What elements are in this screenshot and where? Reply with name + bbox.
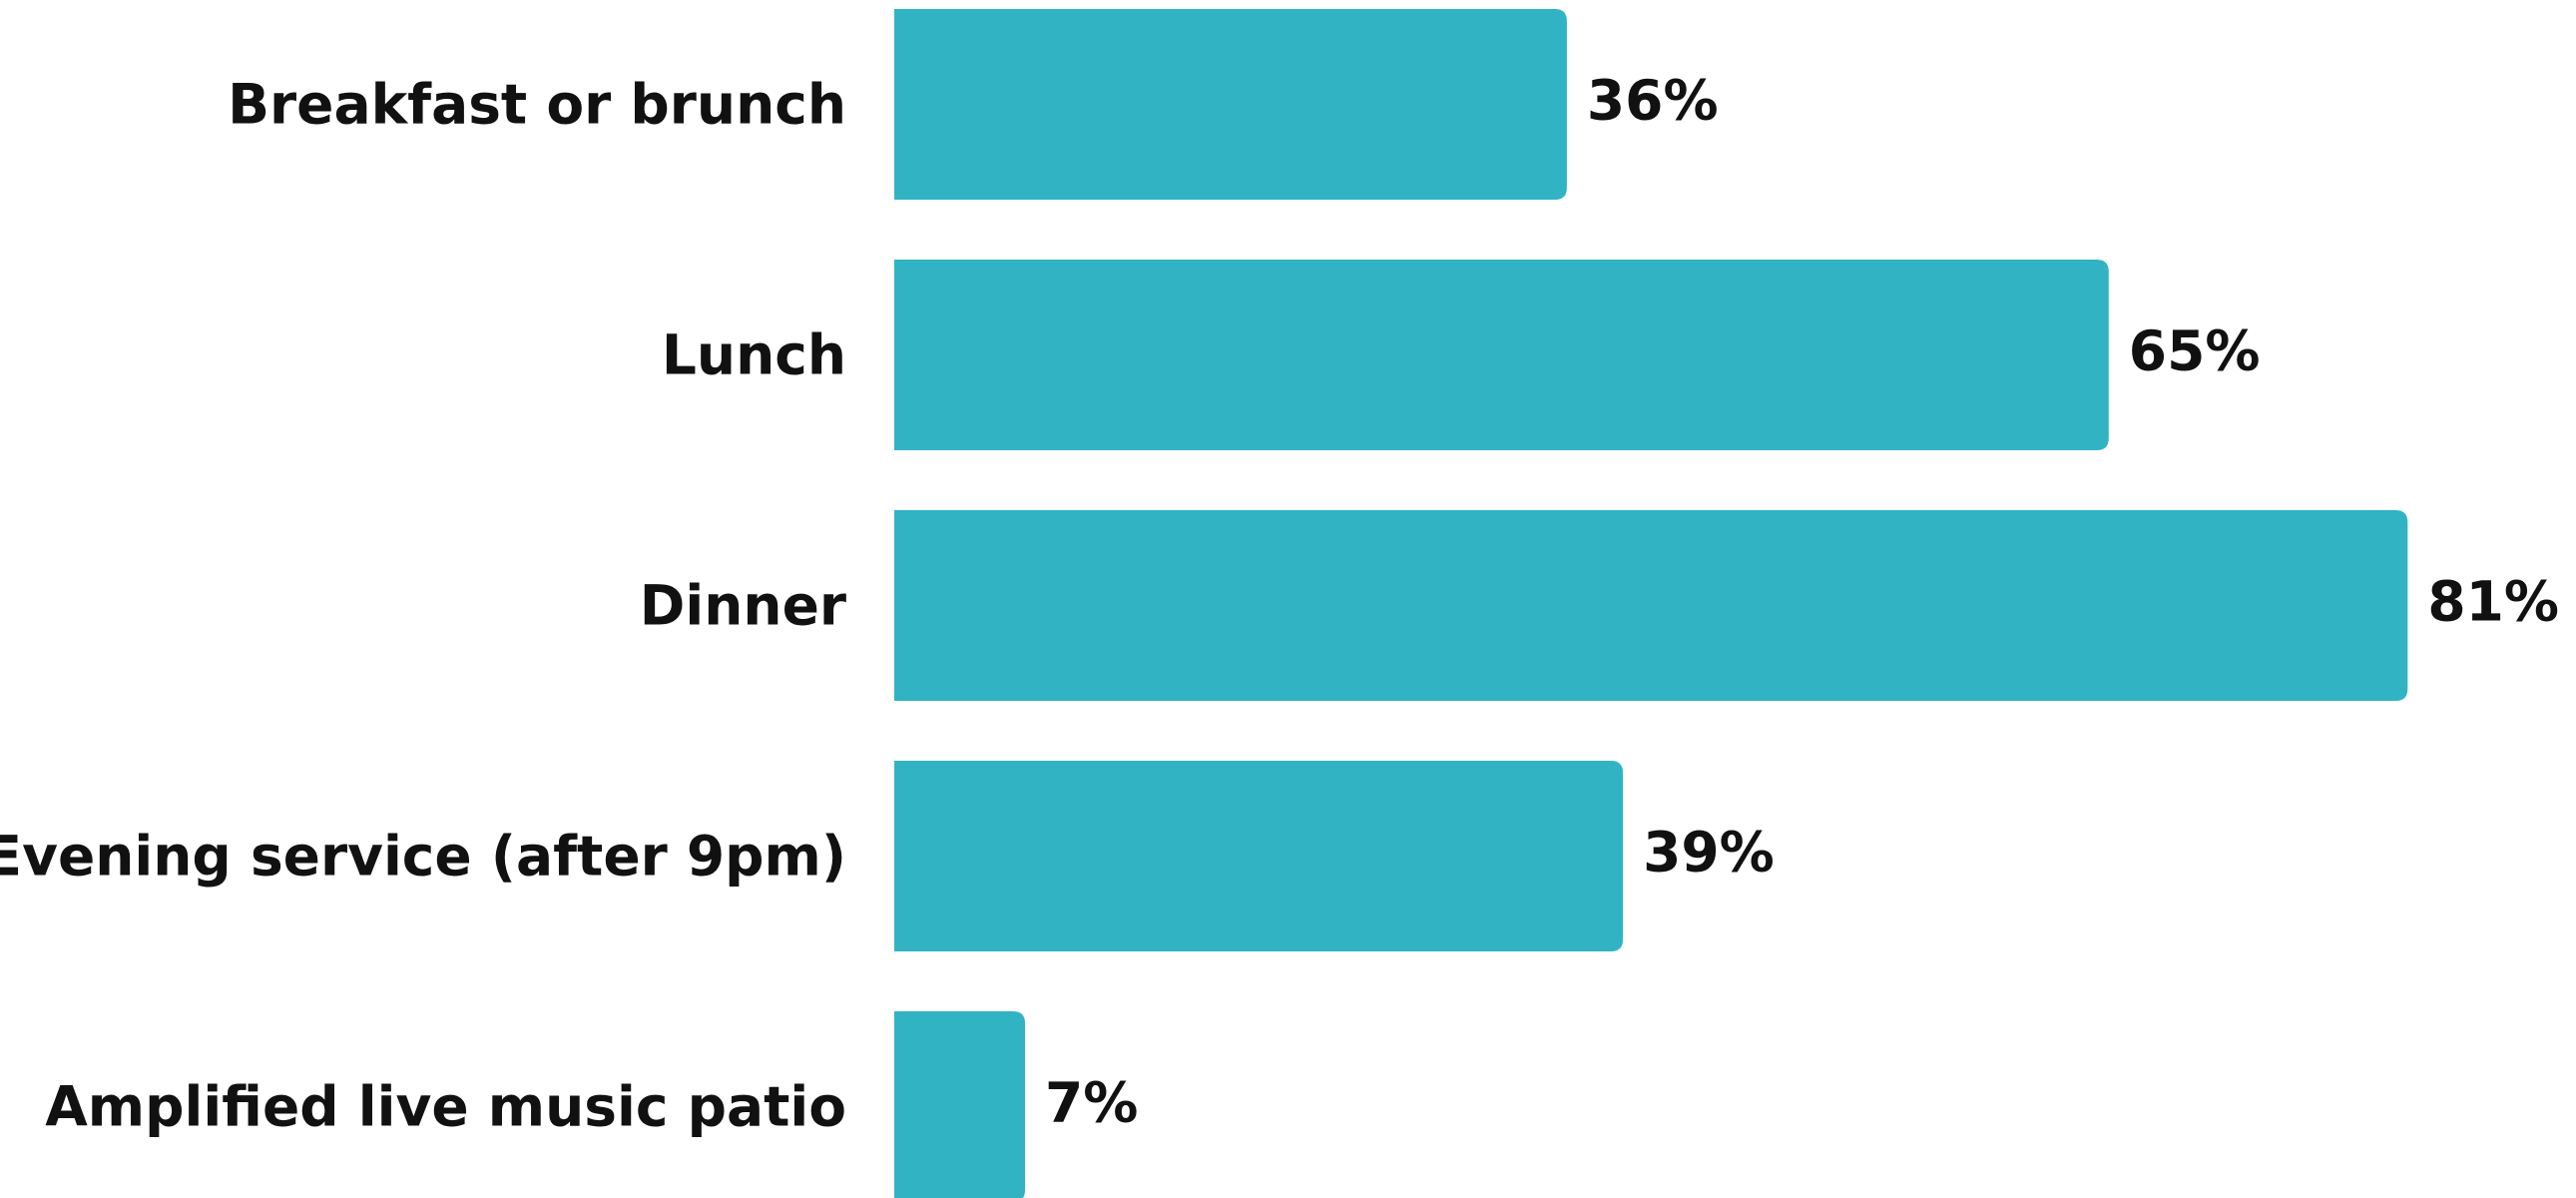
category-label-4: Amplified live music patio: [45, 1075, 846, 1139]
value-label-1: 65%: [2129, 319, 2261, 383]
bar-1: [894, 260, 2109, 450]
value-label-2: 81%: [2427, 570, 2559, 634]
category-label-3: Evening service (after 9pm): [0, 825, 846, 889]
category-label-1: Lunch: [662, 323, 846, 387]
category-label-2: Dinner: [640, 574, 846, 638]
bar-3: [894, 761, 1624, 951]
value-label-0: 36%: [1587, 69, 1719, 133]
bar-2: [894, 510, 2408, 701]
value-labels-group: 36% 65% 81% 39% 7%: [1045, 69, 2559, 1135]
category-labels-group: Breakfast or brunch Lunch Dinner Evening se…: [0, 73, 846, 1139]
bar-4: [894, 1011, 1026, 1198]
bars-group: [894, 9, 2408, 1198]
value-label-4: 7%: [1045, 1071, 1138, 1135]
category-label-0: Breakfast or brunch: [228, 73, 846, 137]
bar-0: [894, 9, 1567, 200]
value-label-3: 39%: [1643, 821, 1775, 885]
